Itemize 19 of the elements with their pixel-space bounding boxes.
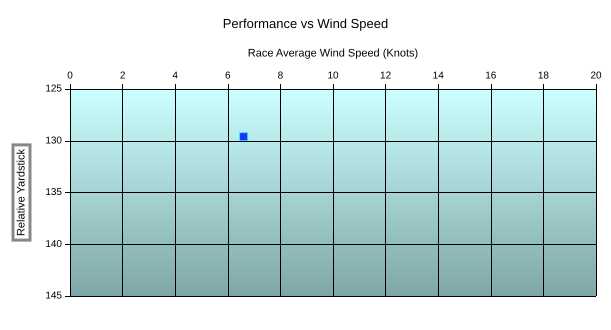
x-tick-label: 18 bbox=[538, 70, 550, 82]
x-tick-label: 14 bbox=[432, 70, 444, 82]
y-tick-label: 125 bbox=[45, 84, 62, 94]
y-tick-label: 140 bbox=[45, 238, 62, 250]
x-tick-label: 4 bbox=[172, 70, 178, 82]
x-tick-label: 20 bbox=[590, 70, 602, 82]
chart-title: Performance vs Wind Speed bbox=[222, 16, 388, 31]
x-tick-label: 2 bbox=[120, 70, 126, 82]
x-tick-label: 8 bbox=[278, 70, 284, 82]
x-tick-label: 10 bbox=[327, 70, 339, 82]
x-tick-label: 12 bbox=[380, 70, 392, 82]
y-tick-label: 135 bbox=[45, 187, 62, 198]
x-tick-label: 16 bbox=[485, 70, 497, 82]
x-axis-title: Race Average Wind Speed (Knots) bbox=[248, 48, 418, 60]
x-tick-label: 0 bbox=[67, 70, 74, 82]
y-axis-title: Relative Yardstick bbox=[16, 148, 28, 236]
x-tick-label: 6 bbox=[225, 70, 232, 82]
y-tick-label: 145 bbox=[45, 290, 62, 302]
y-tick-label: 130 bbox=[45, 135, 62, 146]
